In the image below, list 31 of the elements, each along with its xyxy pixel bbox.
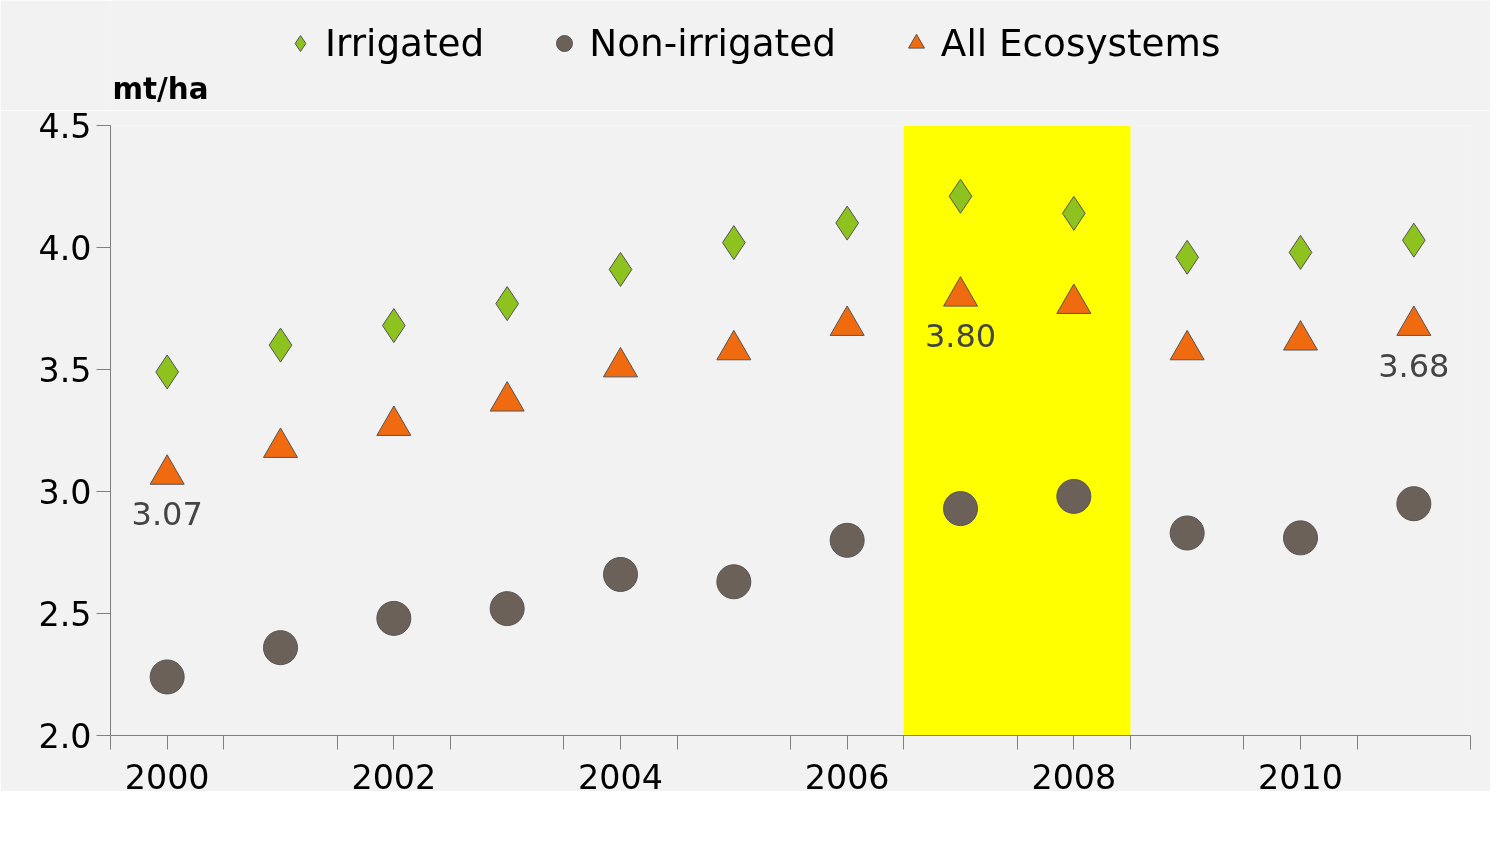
x-tick-label: 2006 [804,757,890,797]
x-tick-label: 2010 [1258,757,1343,797]
x-tick-label: 2004 [578,757,663,797]
y-tick-label: 2.5 [38,595,92,634]
point [149,659,185,695]
legend-label: Non-irrigated [589,21,836,65]
point [1056,478,1092,514]
point [829,522,865,558]
point [1169,515,1205,551]
y-axis-title: mt/ha [112,71,209,106]
point [716,564,752,600]
point [603,556,638,592]
legend-label: Irrigated [325,21,485,65]
x-tick-label: 2000 [124,757,210,797]
data-label: 3.80 [924,317,997,356]
y-tick-label: 3.5 [38,351,92,390]
point [1283,520,1318,556]
data-label: 3.07 [131,495,203,534]
y-tick-label: 3.0 [38,473,92,512]
point [943,491,978,527]
y-tick-label: 4.0 [38,229,92,268]
x-tick-label: 2002 [351,757,437,797]
legend-label: All Ecosystems [940,21,1221,65]
point [1396,486,1432,522]
x-tick-label: 2008 [1031,757,1117,797]
point [263,630,298,666]
data-label: 3.68 [1378,346,1450,385]
point [489,591,525,627]
y-tick-label: 4.5 [38,107,92,146]
point [376,600,412,636]
y-tick-label: 2.0 [38,717,92,756]
